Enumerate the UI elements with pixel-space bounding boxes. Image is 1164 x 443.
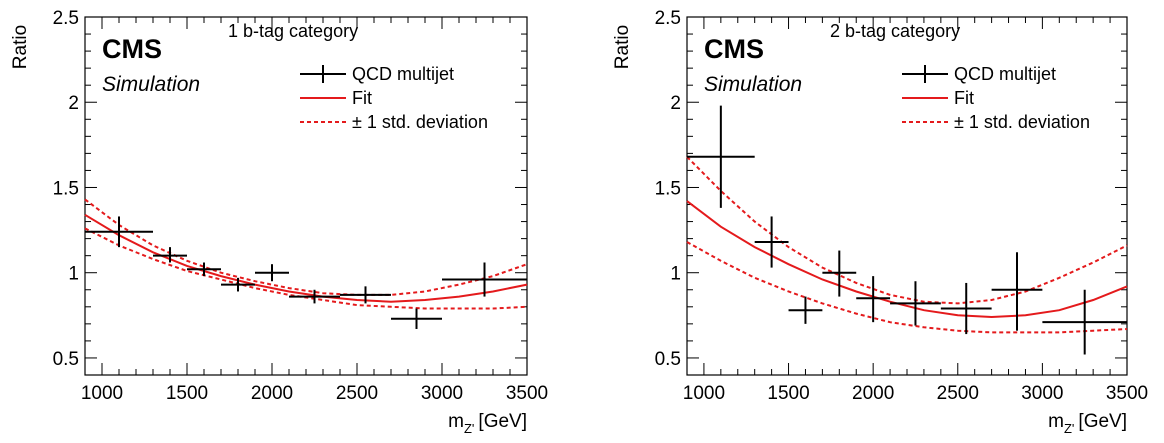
x-axis-title: mZ' [GeV] (448, 411, 527, 436)
x-tick-label: 3000 (421, 383, 463, 404)
y-tick-label: 1 (670, 264, 681, 285)
fit-curve (686, 200, 1128, 319)
upper-std-curve (84, 198, 528, 296)
data-point (187, 262, 221, 277)
data-point (85, 216, 153, 248)
upper-std-curve (686, 156, 1128, 305)
y-tick-label: 0.5 (655, 349, 681, 370)
data-point (822, 250, 857, 297)
legend-label: ± 1 std. deviation (352, 112, 488, 132)
x-tick-label: 1500 (166, 383, 208, 404)
category-label: 2 b-tag category (830, 21, 960, 41)
plot-frame (84, 16, 528, 376)
y-tick-label: 2.5 (53, 8, 79, 29)
x-tick-label: 1000 (81, 383, 123, 404)
x-axis-title-main: m (1048, 411, 1064, 432)
x-tick-label: 2000 (852, 383, 894, 404)
y-axis-title: Ratio (10, 25, 31, 69)
x-axis-title: mZ' [GeV] (1048, 411, 1127, 436)
y-tick-label: 1.5 (655, 178, 681, 199)
x-axis-title-unit: [GeV] (478, 411, 527, 432)
data-point (991, 252, 1043, 331)
x-axis-title-main: m (448, 411, 464, 432)
y-tick-label: 1 (68, 264, 79, 285)
legend-label: Fit (352, 88, 372, 108)
data-point (687, 105, 755, 208)
x-axis-title-subscript: Z' (1064, 421, 1074, 436)
x-tick-label: 3500 (506, 383, 548, 404)
data-point (940, 282, 992, 335)
data-point (856, 276, 891, 323)
y-tick-label: 2.5 (655, 8, 681, 29)
legend-label: Fit (954, 88, 974, 108)
data-point (391, 308, 442, 329)
experiment-sublabel: Simulation (102, 73, 200, 96)
legend-label: QCD multijet (352, 64, 454, 84)
y-tick-label: 1.5 (53, 178, 79, 199)
legend-label: ± 1 std. deviation (954, 112, 1090, 132)
x-tick-label: 1500 (767, 383, 809, 404)
data-point (289, 289, 340, 304)
y-tick-label: 0.5 (53, 349, 79, 370)
x-tick-label: 1000 (683, 383, 725, 404)
data-point (153, 247, 187, 263)
data-point (255, 264, 289, 282)
data-point (221, 277, 255, 292)
panel-2btag: 1000 1500 2000 2500 3000 3500 0.5 1 1.5 2 2.5 Ratio… (612, 8, 1148, 436)
x-tick-label: 2000 (251, 383, 293, 404)
experiment-sublabel: Simulation (704, 73, 802, 96)
data-point (788, 296, 823, 324)
data-point (340, 286, 391, 304)
y-tick-label: 2 (670, 93, 681, 114)
experiment-label: CMS (102, 34, 162, 64)
y-tick-label: 2 (68, 93, 79, 114)
x-tick-label: 2500 (937, 383, 979, 404)
data-point (442, 262, 527, 297)
x-tick-label: 2500 (336, 383, 378, 404)
x-tick-label: 3500 (1106, 383, 1148, 404)
data-point (754, 216, 789, 268)
fit-curve (84, 213, 528, 303)
legend: QCD multijet Fit ± 1 std. deviation (902, 64, 1090, 132)
lower-std-curve (686, 241, 1128, 334)
panel-1btag: 1000 1500 2000 2500 3000 3500 0.5 1 1.5 2 2.5 Ratio… (10, 8, 548, 436)
data-point (1042, 289, 1127, 355)
x-axis-title-unit: [GeV] (1078, 411, 1127, 432)
legend: QCD multijet Fit ± 1 std. deviation (300, 64, 488, 132)
legend-label: QCD multijet (954, 64, 1056, 84)
experiment-label: CMS (704, 34, 764, 64)
y-axis-title: Ratio (612, 25, 633, 69)
data-point (890, 281, 941, 326)
x-axis-title-subscript: Z' (464, 421, 474, 436)
x-tick-label: 3000 (1021, 383, 1063, 404)
category-label: 1 b-tag category (228, 21, 358, 41)
